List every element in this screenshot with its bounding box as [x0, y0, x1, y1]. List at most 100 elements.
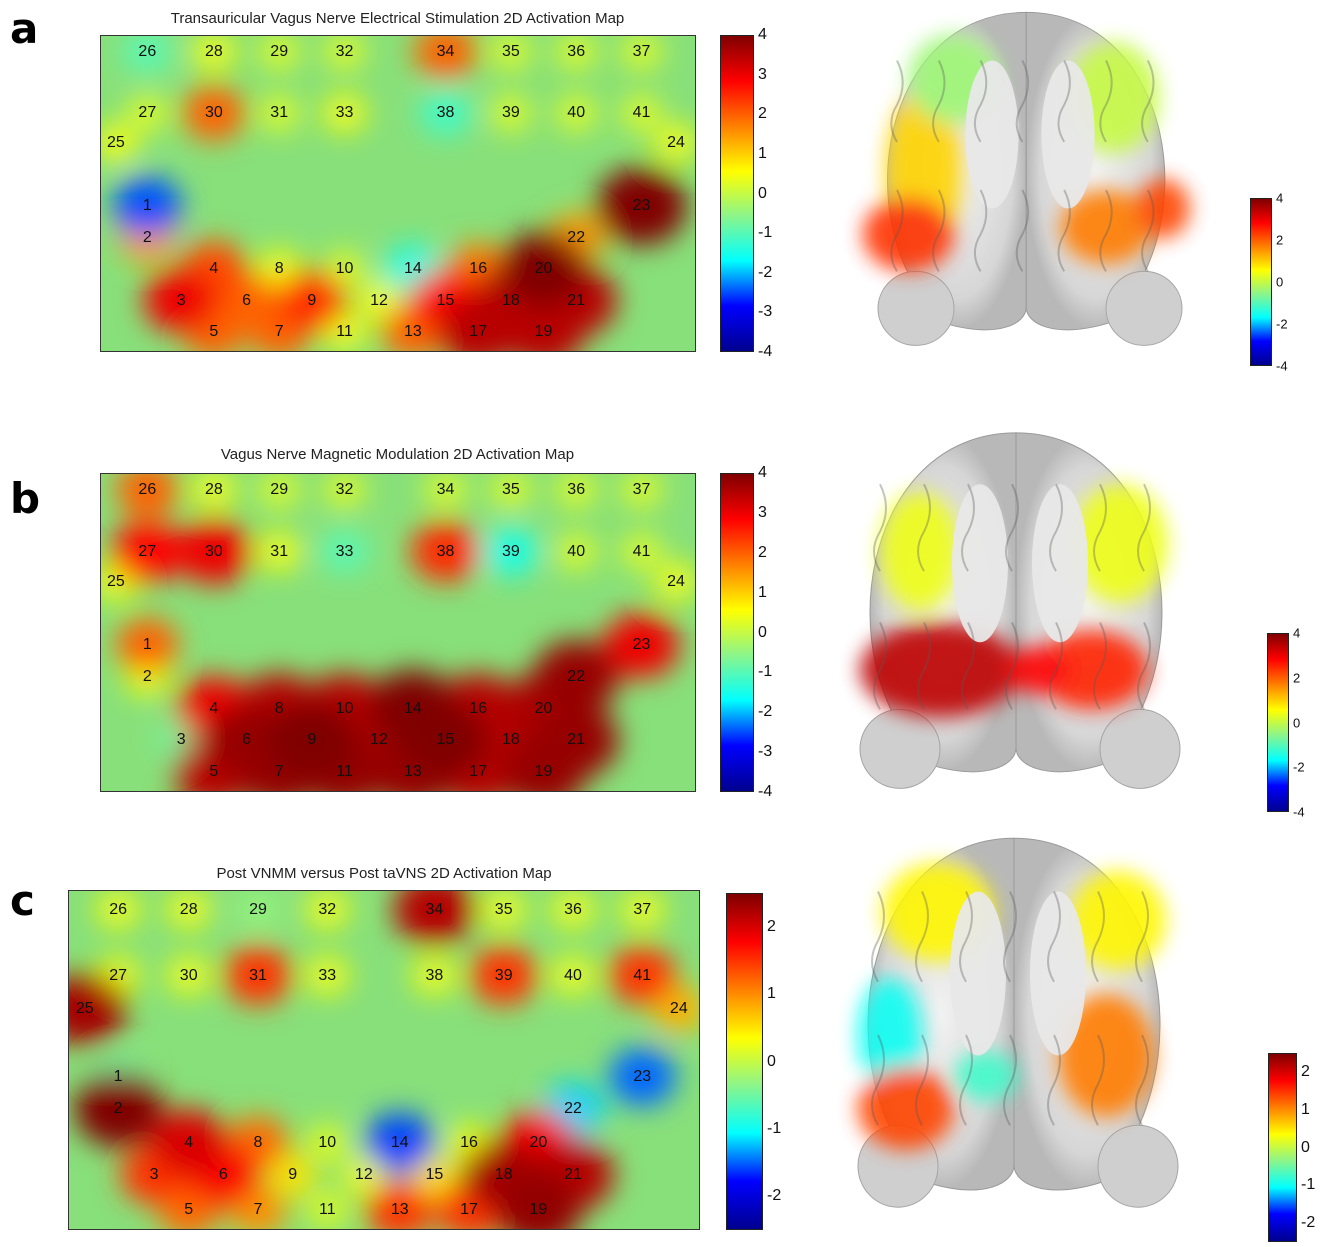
activation-blob-23 [596, 167, 687, 246]
activation-blob-28 [192, 474, 236, 509]
activation-blob-38 [413, 956, 456, 995]
channel-label: 30 [179, 966, 198, 984]
channel-label: 37 [632, 42, 651, 60]
colorbar-tick: 4 [1293, 625, 1301, 641]
activation-blob-24 [652, 986, 699, 1033]
activation-blob-27 [111, 520, 184, 584]
activation-blob-36 [556, 36, 597, 70]
activation-blob-39 [470, 946, 538, 1005]
sulcus-line [961, 622, 975, 710]
channel-label: 33 [335, 104, 354, 122]
channel-label: 16 [460, 1133, 478, 1151]
sulcus-line [1003, 891, 1017, 983]
channel-label: 38 [436, 542, 455, 560]
cortex-activation [1070, 871, 1166, 970]
channel-label: 8 [274, 260, 284, 278]
channel-label: 8 [274, 699, 284, 717]
channel-label: 12 [370, 291, 388, 309]
channel-label: 6 [242, 291, 251, 309]
activation-blob-38 [411, 521, 480, 582]
colorbar [726, 893, 763, 1230]
sulcus-line [1091, 1034, 1105, 1126]
activation-blob-4 [149, 1109, 228, 1177]
channel-label: 33 [318, 966, 337, 984]
sulcus-line [1137, 622, 1151, 710]
channel-label: 23 [632, 197, 651, 215]
colorbar-tick: -2 [758, 263, 773, 281]
sulcus-line [932, 189, 946, 272]
map-title: Vagus Nerve Magnetic Modulation 2D Activ… [220, 446, 575, 463]
activation-blob-39 [490, 95, 531, 131]
channel-label: 41 [632, 104, 651, 122]
brain-render [820, 425, 1220, 820]
channel-label: 10 [335, 260, 354, 278]
colorbar-tick: 0 [758, 623, 767, 641]
channel-label: 21 [567, 291, 586, 309]
activation-blob-29 [236, 891, 280, 929]
activation-blob-31 [257, 532, 301, 571]
sulcus-line [932, 60, 946, 143]
channel-label: 13 [403, 762, 422, 780]
channel-label: 6 [242, 731, 251, 749]
unmapped-region [965, 60, 1019, 209]
channel-label: 31 [249, 966, 267, 984]
channel-label: 25 [106, 572, 125, 590]
activation-blob-37 [621, 891, 664, 929]
channel-label: 29 [270, 480, 289, 498]
colorbar-tick: -2 [758, 703, 773, 721]
colorbar-tick: 2 [1301, 1062, 1310, 1080]
channel-label: 5 [209, 323, 219, 341]
channel-label: 40 [564, 966, 582, 984]
channel-label: 32 [335, 42, 354, 60]
cortex-activation [858, 977, 922, 1093]
activation-blob-25 [101, 124, 138, 162]
channel-label: 30 [204, 542, 223, 560]
panel-label: c [10, 876, 35, 925]
sulcus-line [873, 622, 887, 710]
sulcus-line [1093, 622, 1107, 710]
colorbar-tick: -4 [758, 343, 773, 360]
colorbar-tick: 4 [758, 26, 767, 43]
channel-label: 23 [632, 636, 651, 654]
channel-label: 1 [142, 636, 152, 654]
activation-blob-20 [499, 231, 588, 308]
cortex-activation [1060, 190, 1152, 264]
activation-blob-34 [393, 891, 476, 945]
cortex-activation [862, 197, 954, 272]
cortex-activation [1008, 646, 1072, 694]
activation-blob-23 [608, 1047, 676, 1107]
channel-label: 27 [109, 966, 128, 984]
activation-blob-25 [69, 973, 127, 1046]
channel-label: 10 [318, 1133, 337, 1151]
activation-blob-26 [97, 891, 140, 929]
activation-blob-31 [224, 946, 292, 1005]
channel-label: 2 [142, 667, 152, 685]
channel-label: 5 [184, 1201, 194, 1219]
channel-label: 26 [138, 42, 157, 60]
activation-blob-30 [182, 86, 245, 141]
channel-label: 13 [390, 1201, 409, 1219]
temporal-lobe [1099, 708, 1181, 789]
channel-label: 31 [270, 104, 289, 122]
brain-colorbar [1250, 198, 1272, 366]
brain-svg [857, 837, 1179, 1208]
activation-blob-23 [604, 612, 680, 678]
channel-label: 8 [253, 1133, 263, 1151]
heatmap-svg [101, 474, 695, 791]
colorbar-tick: 4 [758, 464, 767, 481]
channel-label: 6 [218, 1165, 228, 1183]
colorbar-tick: -1 [758, 224, 773, 242]
channel-label: 37 [633, 900, 652, 918]
activation-blob-30 [167, 956, 210, 995]
activation-blob-24 [654, 563, 695, 601]
channel-label: 29 [270, 42, 289, 60]
sulcus-line [1049, 622, 1063, 710]
activation-blob-36 [551, 891, 595, 929]
channel-label: 10 [335, 699, 354, 717]
channel-label: 28 [204, 480, 223, 498]
activation-blob-40 [551, 956, 595, 995]
channel-label: 21 [567, 731, 586, 749]
channel-label: 22 [564, 1100, 582, 1117]
activation-blob-19 [495, 1173, 582, 1229]
activation-blob-1 [113, 176, 182, 236]
